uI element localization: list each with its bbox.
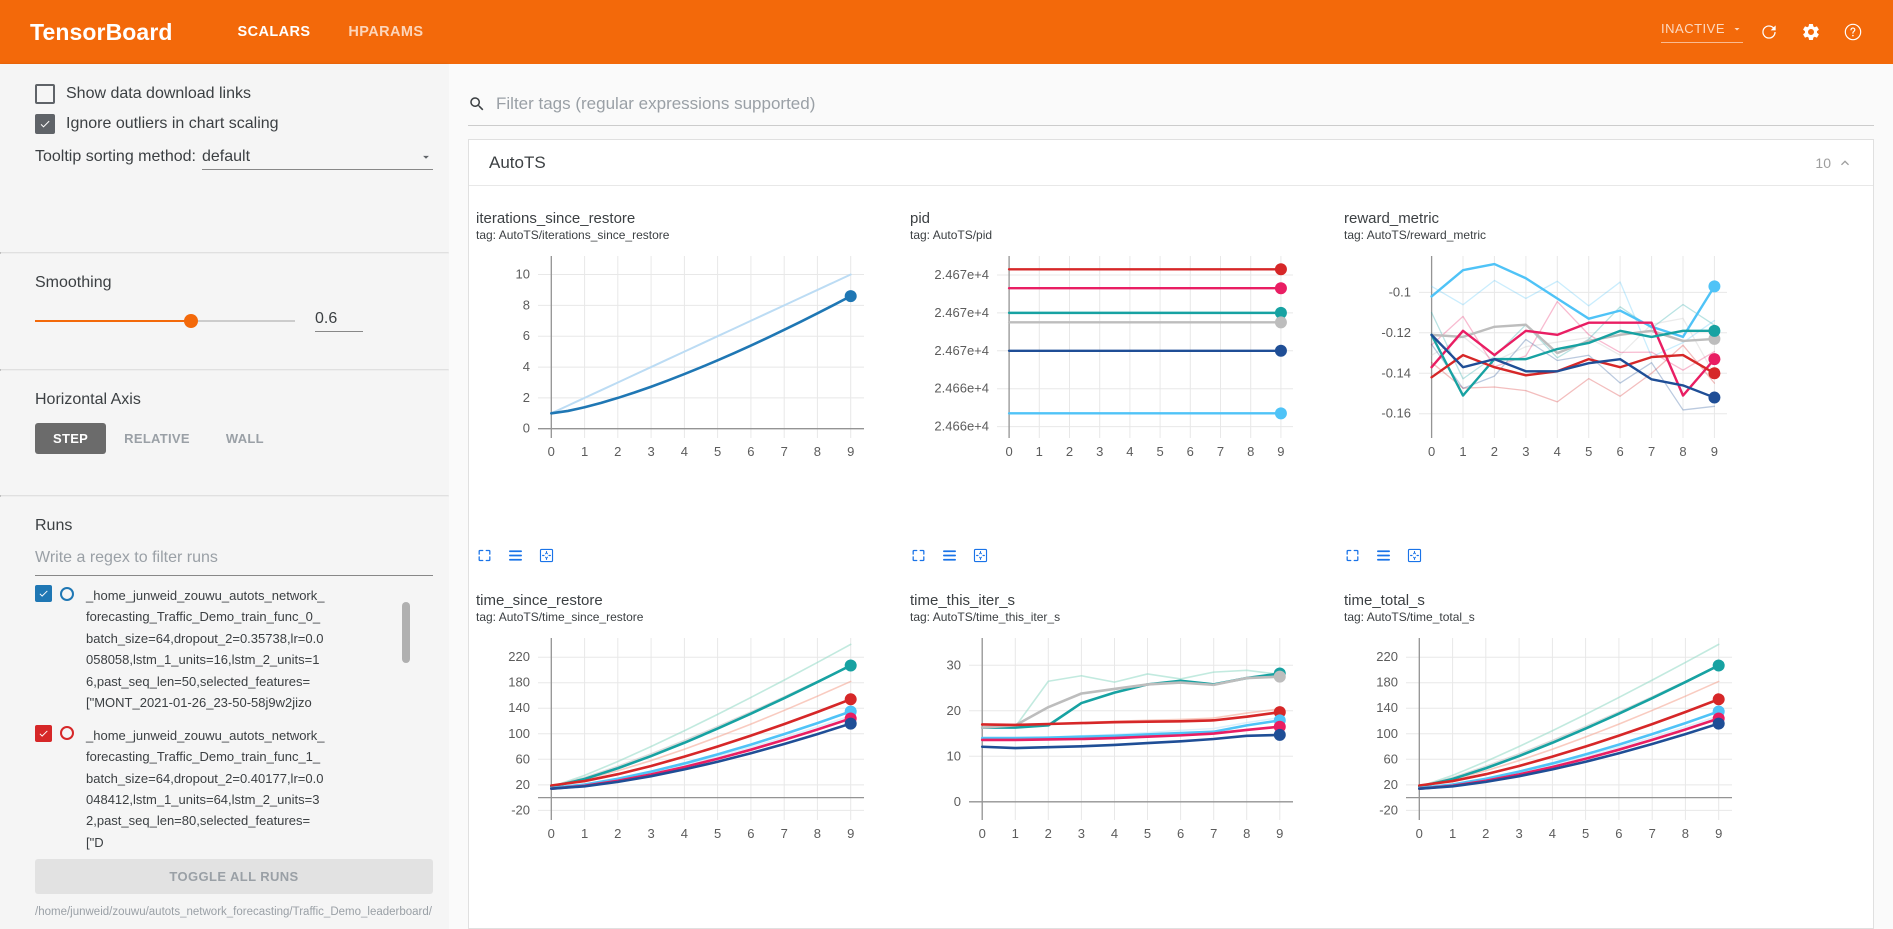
svg-text:3: 3 [647,826,654,841]
svg-text:100: 100 [508,726,530,741]
svg-text:6: 6 [1187,444,1194,459]
svg-text:8: 8 [1243,826,1250,841]
svg-text:1: 1 [1036,444,1043,459]
svg-text:8: 8 [1679,444,1686,459]
svg-text:7: 7 [1217,444,1224,459]
svg-text:4: 4 [1554,444,1561,459]
svg-text:-0.14: -0.14 [1381,365,1411,380]
svg-text:2.467e+4: 2.467e+4 [934,267,989,282]
svg-text:3: 3 [1096,444,1103,459]
svg-text:2.466e+4: 2.466e+4 [934,419,989,434]
svg-text:-20: -20 [511,802,530,817]
svg-text:9: 9 [847,444,854,459]
svg-text:3: 3 [1078,826,1085,841]
svg-text:-0.16: -0.16 [1381,406,1411,421]
svg-text:180: 180 [508,675,530,690]
svg-text:1: 1 [581,826,588,841]
svg-text:6: 6 [747,444,754,459]
svg-text:-0.1: -0.1 [1389,284,1411,299]
svg-text:5: 5 [1156,444,1163,459]
svg-text:2: 2 [1482,826,1489,841]
svg-text:100: 100 [1376,726,1398,741]
svg-text:60: 60 [1384,751,1398,766]
svg-text:4: 4 [1549,826,1556,841]
svg-text:0: 0 [954,794,961,809]
svg-text:10: 10 [947,748,961,763]
svg-text:20: 20 [1384,777,1398,792]
svg-text:5: 5 [714,826,721,841]
svg-text:9: 9 [1277,444,1284,459]
svg-text:0: 0 [1428,444,1435,459]
svg-text:0: 0 [1416,826,1423,841]
svg-text:6: 6 [1615,826,1622,841]
svg-text:7: 7 [1649,826,1656,841]
svg-text:2: 2 [1045,826,1052,841]
svg-text:20: 20 [947,703,961,718]
svg-text:5: 5 [1582,826,1589,841]
svg-text:4: 4 [1126,444,1133,459]
svg-text:220: 220 [508,649,530,664]
svg-text:1: 1 [581,444,588,459]
svg-text:9: 9 [1276,826,1283,841]
svg-text:7: 7 [1648,444,1655,459]
svg-text:7: 7 [1210,826,1217,841]
svg-text:2: 2 [614,444,621,459]
svg-text:0: 0 [548,444,555,459]
svg-text:140: 140 [508,700,530,715]
svg-text:9: 9 [847,826,854,841]
svg-text:1: 1 [1012,826,1019,841]
svg-text:3: 3 [647,444,654,459]
svg-text:20: 20 [516,777,530,792]
svg-text:8: 8 [814,826,821,841]
svg-text:8: 8 [814,444,821,459]
svg-text:-0.12: -0.12 [1381,325,1411,340]
svg-text:6: 6 [747,826,754,841]
svg-text:9: 9 [1715,826,1722,841]
svg-text:10: 10 [516,267,530,282]
svg-text:4: 4 [1111,826,1118,841]
svg-text:0: 0 [548,826,555,841]
svg-text:5: 5 [1585,444,1592,459]
svg-text:8: 8 [1682,826,1689,841]
svg-text:2: 2 [614,826,621,841]
svg-text:30: 30 [947,657,961,672]
svg-text:3: 3 [1515,826,1522,841]
svg-text:2.466e+4: 2.466e+4 [934,381,989,396]
svg-text:8: 8 [1247,444,1254,459]
svg-text:6: 6 [1616,444,1623,459]
svg-text:1: 1 [1449,826,1456,841]
svg-text:0: 0 [979,826,986,841]
svg-text:5: 5 [1144,826,1151,841]
svg-text:7: 7 [781,826,788,841]
svg-text:7: 7 [781,444,788,459]
svg-text:2: 2 [1491,444,1498,459]
svg-text:2: 2 [1066,444,1073,459]
svg-text:180: 180 [1376,675,1398,690]
svg-text:6: 6 [1177,826,1184,841]
svg-text:2.467e+4: 2.467e+4 [934,343,989,358]
svg-text:4: 4 [681,444,688,459]
svg-text:4: 4 [681,826,688,841]
svg-text:4: 4 [523,359,530,374]
svg-text:-20: -20 [1379,802,1398,817]
svg-text:220: 220 [1376,649,1398,664]
svg-text:9: 9 [1711,444,1718,459]
svg-text:1: 1 [1459,444,1466,459]
svg-text:3: 3 [1522,444,1529,459]
svg-text:0: 0 [1005,444,1012,459]
svg-text:140: 140 [1376,700,1398,715]
svg-text:60: 60 [516,751,530,766]
svg-text:2.467e+4: 2.467e+4 [934,305,989,320]
svg-text:6: 6 [523,328,530,343]
svg-text:5: 5 [714,444,721,459]
svg-text:0: 0 [523,421,530,436]
svg-text:2: 2 [523,390,530,405]
svg-text:8: 8 [523,297,530,312]
